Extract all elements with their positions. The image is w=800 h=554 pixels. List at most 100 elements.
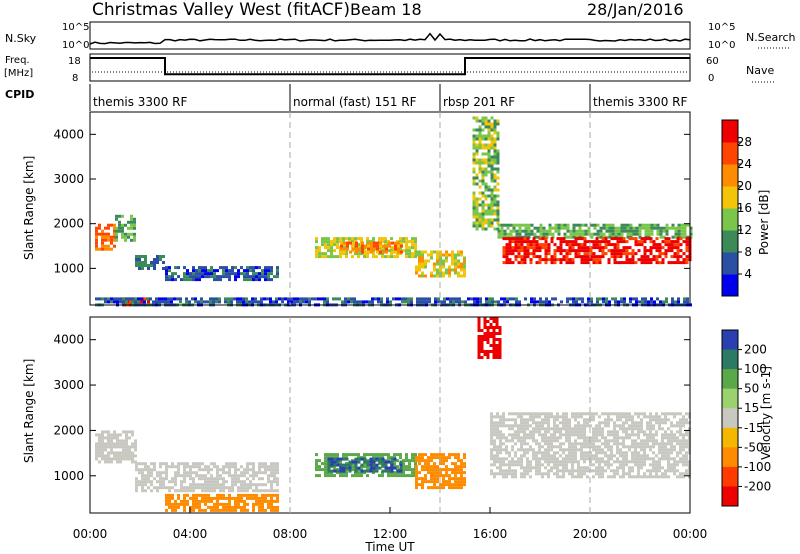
data-cell: [496, 161, 500, 165]
data-cell: [655, 237, 659, 241]
data-cell: [490, 427, 493, 431]
data-cell: [480, 344, 484, 347]
data-cell: [243, 489, 246, 493]
data-cell: [477, 353, 481, 356]
data-cell: [180, 480, 183, 484]
data-cell: [402, 249, 405, 253]
data-cell: [345, 471, 348, 475]
data-cell: [644, 229, 648, 233]
data-cell: [583, 261, 587, 265]
data-cell: [174, 489, 177, 493]
data-cell: [514, 430, 517, 434]
data-cell: [354, 453, 357, 457]
data-cell: [655, 466, 658, 470]
data-cell: [664, 415, 667, 419]
data-cell: [433, 268, 436, 272]
data-cell: [207, 489, 210, 493]
data-cell: [502, 475, 505, 479]
data-cell: [601, 249, 605, 253]
data-cell: [553, 454, 556, 458]
data-cell: [430, 459, 433, 463]
data-cell: [541, 439, 544, 443]
data-cell: [363, 465, 366, 469]
data-cell: [321, 240, 324, 244]
data-cell: [656, 229, 660, 233]
data-cell: [204, 272, 207, 276]
data-cell: [400, 244, 403, 248]
data-cell: [490, 197, 494, 201]
data-cell: [595, 255, 599, 259]
data-cell: [177, 266, 180, 270]
data-cell: [210, 480, 213, 484]
data-cell: [649, 412, 652, 416]
data-cell: [496, 421, 499, 425]
data-cell: [565, 457, 568, 461]
data-cell: [222, 468, 225, 472]
time-xtick-label: 16:00: [473, 527, 508, 541]
data-cell: [198, 477, 201, 481]
data-cell: [188, 300, 191, 304]
data-cell: [476, 297, 479, 301]
data-cell: [581, 300, 584, 304]
data-cell: [411, 243, 414, 247]
data-cell: [667, 433, 670, 437]
data-cell: [477, 320, 481, 323]
data-cell: [610, 412, 613, 416]
data-cell: [240, 266, 243, 270]
data-cell: [532, 433, 535, 437]
data-cell: [682, 418, 685, 422]
data-cell: [490, 433, 493, 437]
data-cell: [258, 468, 261, 472]
data-cell: [252, 465, 255, 469]
data-cell: [673, 255, 677, 259]
data-cell: [276, 493, 279, 497]
data-cell: [634, 427, 637, 431]
data-cell: [113, 300, 116, 304]
data-cell: [483, 323, 487, 326]
data-cell: [514, 243, 518, 247]
data-cell: [425, 297, 428, 301]
data-cell: [360, 237, 363, 241]
data-cell: [496, 218, 500, 222]
data-cell: [511, 427, 514, 431]
data-cell: [95, 457, 98, 461]
data-cell: [574, 252, 578, 256]
data-cell: [264, 508, 267, 512]
data-cell: [637, 430, 640, 434]
data-cell: [125, 454, 128, 458]
data-cell: [472, 191, 476, 195]
data-cell: [394, 250, 397, 254]
data-cell: [321, 468, 324, 472]
data-cell: [209, 297, 212, 301]
data-cell: [165, 499, 168, 503]
data-cell: [625, 258, 629, 262]
data-cell: [366, 469, 370, 473]
data-cell: [607, 243, 611, 247]
data-cell: [201, 474, 204, 478]
data-cell: [559, 427, 562, 431]
data-cell: [493, 427, 496, 431]
data-cell: [536, 235, 540, 239]
data-cell: [628, 475, 631, 479]
data-cell: [472, 215, 476, 219]
data-cell: [599, 235, 603, 239]
data-cell: [676, 237, 680, 241]
data-cell: [562, 258, 566, 262]
data-cell: [353, 297, 356, 301]
data-cell: [577, 463, 580, 467]
data-cell: [679, 418, 682, 422]
data-cell: [176, 297, 179, 301]
data-cell: [162, 255, 165, 258]
data-cell: [364, 250, 367, 254]
data-cell: [487, 203, 491, 207]
data-cell: [640, 418, 643, 422]
data-cell: [598, 246, 602, 250]
data-cell: [281, 300, 284, 304]
data-cell: [679, 439, 682, 443]
data-cell: [189, 496, 192, 500]
data-cell: [135, 264, 138, 267]
data-cell: [276, 505, 279, 509]
data-cell: [601, 442, 604, 446]
data-cell: [535, 243, 539, 247]
data-cell: [682, 442, 685, 446]
